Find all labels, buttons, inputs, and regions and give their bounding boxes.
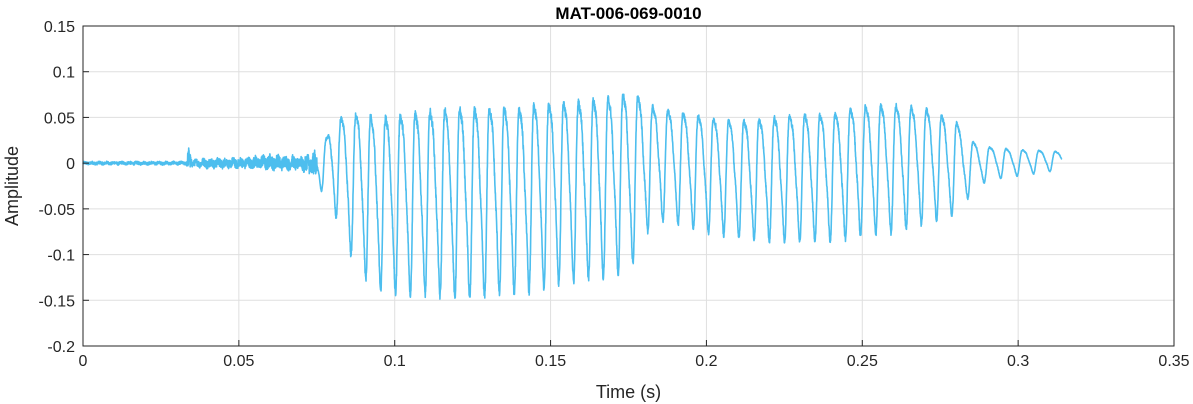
x-tick-labels: 0 0.05 0.1 0.15 0.2 0.25 0.3 0.35: [79, 340, 1190, 370]
y-tick-labels: -0.2 -0.15 -0.1 -0.05 0 0.05 0.1 0.15: [39, 19, 89, 356]
series-line-signal: [82, 93, 1063, 300]
x-axis-label: Time (s): [596, 382, 661, 402]
y-tick-label: -0.2: [47, 339, 75, 356]
y-tick-label: 0: [66, 156, 75, 173]
x-tick-label: 0.05: [223, 353, 254, 370]
x-tick-label: 0.3: [1007, 353, 1029, 370]
x-tick-label: 0.1: [384, 353, 406, 370]
x-tick-label: 0.25: [847, 353, 878, 370]
x-tick-label: 0.35: [1158, 353, 1189, 370]
y-tick-label: 0.1: [53, 65, 75, 82]
x-tick-label: 0.15: [535, 353, 566, 370]
x-tick-label: 0.2: [695, 353, 717, 370]
axes-box: [82, 25, 1175, 347]
y-axis-label: Amplitude: [2, 146, 22, 226]
y-tick-label: 0.15: [44, 19, 75, 36]
plot-area: [82, 93, 1063, 300]
x-tick-label: 0: [79, 353, 88, 370]
y-tick-label: -0.05: [39, 202, 76, 219]
chart-title: MAT-006-069-0010: [555, 4, 701, 23]
y-tick-label: 0.05: [44, 110, 75, 127]
y-tick-label: -0.15: [39, 293, 76, 310]
y-tick-label: -0.1: [47, 248, 75, 265]
